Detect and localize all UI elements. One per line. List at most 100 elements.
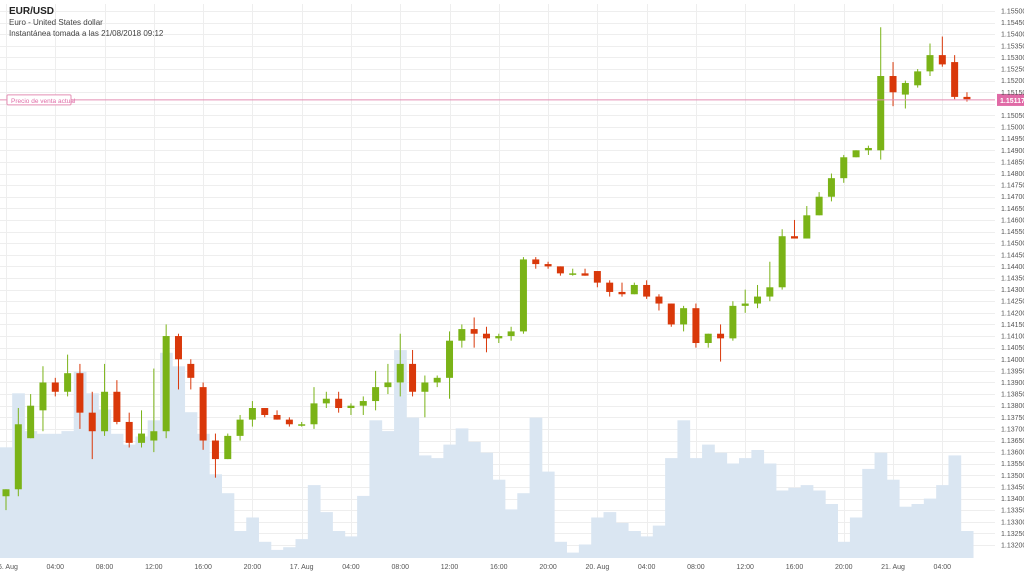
candle-up	[396, 333, 404, 397]
candle-up	[840, 154, 848, 183]
candle-down	[113, 380, 121, 425]
y-tick-label: 1.14600	[1001, 217, 1024, 224]
x-tick-label: 04:00	[342, 564, 360, 571]
candle-down	[51, 377, 59, 397]
x-tick-label: 04:00	[47, 564, 65, 571]
candle-up	[14, 408, 22, 497]
volume-bar	[554, 541, 567, 558]
volume-bar	[135, 436, 149, 558]
volume-bar	[332, 531, 346, 558]
candle-down	[335, 391, 343, 413]
candle-body	[692, 308, 700, 344]
volume-bar	[566, 552, 580, 558]
volume-bars	[0, 350, 974, 558]
candle-up	[64, 354, 72, 397]
y-tick-label: 1.14500	[1001, 241, 1024, 248]
candle-down	[667, 303, 675, 327]
x-tick-label: 20:00	[244, 564, 262, 571]
candle-body	[926, 55, 934, 72]
candle-down	[187, 359, 195, 390]
x-tick-label: 16. Aug	[0, 564, 18, 571]
volume-bar	[504, 509, 518, 558]
candle-body	[396, 363, 404, 383]
volume-bar	[689, 458, 703, 558]
volume-bar	[61, 431, 75, 558]
volume-bar	[862, 468, 875, 558]
chart-header: EUR/USD Euro - United States dollar Inst…	[9, 6, 163, 39]
candle-body	[76, 373, 84, 413]
y-tick-label: 1.13300	[1001, 519, 1024, 526]
volume-bar	[517, 493, 530, 558]
volume-bar	[936, 485, 949, 558]
y-tick-label: 1.14350	[1001, 276, 1024, 283]
candle-body	[532, 259, 540, 265]
volume-bar	[394, 350, 407, 558]
volume-bar	[652, 525, 666, 558]
y-tick-label: 1.15350	[1001, 43, 1024, 50]
volume-bar	[443, 444, 457, 558]
candle-body	[815, 196, 823, 216]
volume-bar	[344, 536, 358, 558]
current-price-label-box	[6, 94, 72, 106]
candle-down	[790, 219, 798, 239]
y-tick-label: 1.14200	[1001, 310, 1024, 317]
volume-bar	[110, 433, 124, 558]
volume-bar	[455, 428, 469, 558]
candle-down	[261, 408, 269, 418]
candle-body	[138, 433, 146, 443]
candle-body	[643, 284, 651, 297]
volume-bar	[788, 487, 802, 558]
y-tick-label: 1.13350	[1001, 508, 1024, 515]
candle-body	[667, 303, 675, 325]
volume-bar	[837, 541, 851, 558]
y-tick-label: 1.13600	[1001, 450, 1024, 457]
x-tick-label: 04:00	[934, 564, 952, 571]
volume-bar	[73, 371, 87, 558]
x-tick-label: 08:00	[96, 564, 114, 571]
candle-body	[741, 303, 749, 306]
y-tick-label: 1.14900	[1001, 148, 1024, 155]
candle-body	[864, 147, 872, 151]
candle-body	[150, 431, 158, 441]
y-tick-label: 1.14000	[1001, 357, 1024, 364]
candle-up	[27, 394, 35, 439]
candle-body	[519, 259, 527, 332]
x-tick-label: 08:00	[687, 564, 705, 571]
volume-bar	[270, 549, 284, 558]
x-tick-label: 20. Aug	[585, 564, 609, 571]
candle-down	[556, 266, 564, 276]
volume-bar	[36, 433, 50, 558]
candle-down	[285, 417, 293, 427]
volume-bar	[615, 522, 629, 558]
volume-bar	[960, 531, 974, 558]
volume-bar	[480, 452, 494, 558]
candle-down	[692, 303, 700, 348]
candle-up	[248, 401, 256, 427]
candle-body	[174, 336, 182, 360]
candle-body	[88, 412, 96, 432]
candle-down	[532, 257, 540, 269]
y-tick-label: 1.14100	[1001, 334, 1024, 341]
x-tick-label: 16:00	[490, 564, 508, 571]
volume-bar	[886, 479, 900, 558]
candle-body	[852, 150, 860, 158]
candle-body	[717, 333, 725, 339]
candle-body	[39, 382, 47, 411]
volume-bar	[948, 455, 962, 558]
candle-down	[655, 294, 663, 311]
y-tick-label: 1.13700	[1001, 426, 1024, 433]
candle-down	[199, 382, 207, 450]
volume-bar	[677, 420, 691, 558]
candle-body	[556, 266, 564, 274]
y-tick-label: 1.13900	[1001, 380, 1024, 387]
volume-bar	[431, 458, 444, 558]
candle-body	[790, 236, 798, 239]
volume-bar	[98, 409, 112, 558]
candle-body	[569, 273, 577, 275]
candle-up	[519, 257, 527, 334]
candle-body	[951, 62, 959, 97]
candle-body	[482, 333, 490, 339]
candle-up	[446, 331, 454, 399]
candle-down	[593, 271, 601, 288]
